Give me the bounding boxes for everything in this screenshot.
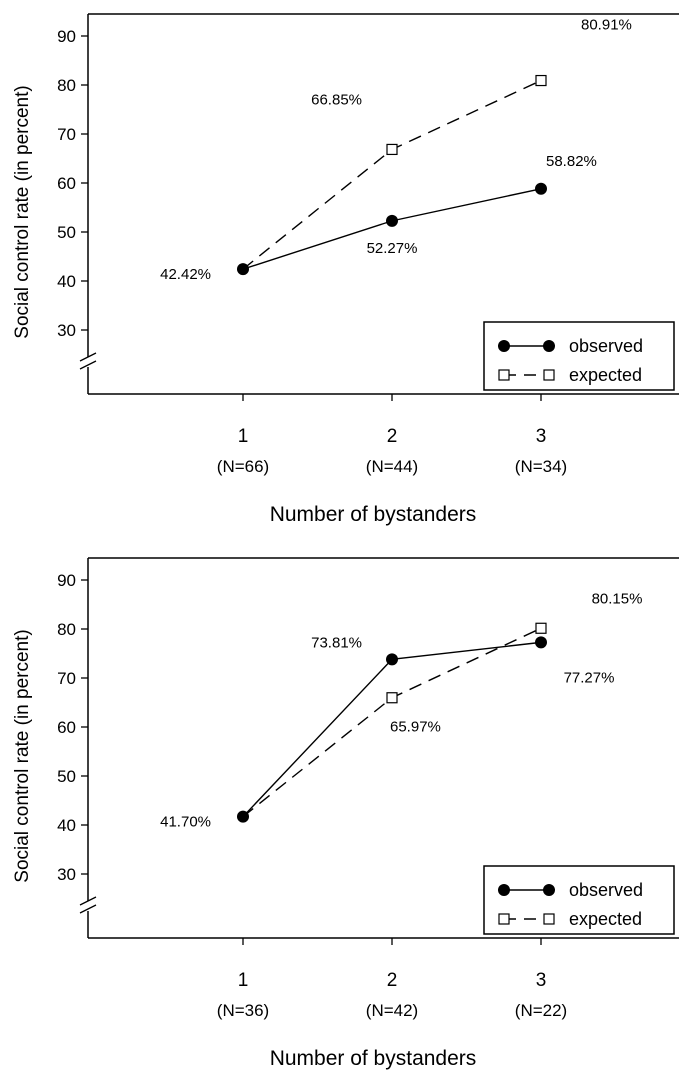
chart-svg-top: 304050607080901001(N=66)2(N=44)3(N=34)Nu… — [12, 13, 679, 526]
p1-legend-observed-label: observed — [569, 336, 643, 356]
p1-x-tick-label: 2 — [387, 426, 398, 447]
p1-observed-point — [386, 214, 398, 227]
p1-expected-data-label: 66.85% — [311, 91, 362, 108]
p2-x-tick-label: 3 — [536, 970, 547, 991]
p2-y-tick-label: 30 — [57, 865, 76, 884]
p1-expected-point — [386, 143, 398, 156]
p2-expected-point — [386, 692, 398, 704]
p2-y-tick-label: 70 — [57, 669, 76, 688]
p1-legend-observed-marker — [543, 340, 555, 352]
p2-y-tick-label: 40 — [57, 816, 76, 835]
p2-observed-data-label: 41.70% — [160, 814, 211, 831]
p1-axis-break-mark — [79, 360, 97, 370]
p2-expected-data-label: 65.97% — [390, 719, 441, 736]
p1-expected-point — [535, 74, 547, 87]
p1-observed-data-label: 58.82% — [546, 153, 597, 170]
p1-x-tick-label: 1 — [238, 426, 249, 447]
p2-x-sublabel: (N=42) — [366, 1001, 418, 1020]
p2-legend-box — [483, 865, 675, 935]
p1-legend-expected-marker — [498, 369, 510, 381]
chart-svg-bottom: 304050607080901001(N=36)2(N=42)3(N=22)Nu… — [12, 557, 679, 1070]
p2-legend-observed-label: observed — [569, 880, 643, 900]
p1-y-tick-label: 80 — [57, 76, 76, 95]
p1-x-sublabel: (N=66) — [217, 457, 269, 476]
p1-observed-data-label: 42.42% — [160, 266, 211, 283]
p2-x-tick-label: 1 — [238, 970, 249, 991]
p1-legend-expected-label: expected — [569, 365, 642, 385]
p1-axis-break-mark — [79, 352, 97, 362]
p1-legend-box — [483, 321, 675, 391]
p1-x-axis-title: Number of bystanders — [270, 503, 477, 526]
p2-observed-point — [386, 653, 398, 666]
chart-panel-top: 304050607080901001(N=66)2(N=44)3(N=34)Nu… — [12, 13, 679, 526]
p1-legend-expected-marker — [543, 369, 555, 381]
p2-observed-point — [237, 810, 249, 823]
p1-expected-data-label: 80.91% — [581, 17, 632, 34]
p2-axis-break-mark — [79, 904, 97, 914]
p2-legend-expected-label: expected — [569, 909, 642, 929]
chart-panel-bottom: 304050607080901001(N=36)2(N=42)3(N=22)Nu… — [0, 544, 679, 1088]
p1-y-tick-label: 30 — [57, 321, 76, 340]
p1-y-axis-title: Social control rate (in percent) — [12, 85, 33, 338]
p2-legend-observed-marker — [543, 884, 555, 896]
p1-x-sublabel: (N=34) — [515, 457, 567, 476]
p2-x-tick-label: 2 — [387, 970, 398, 991]
p1-x-sublabel: (N=44) — [366, 457, 418, 476]
p2-expected-data-label: 80.15% — [592, 590, 643, 607]
p1-observed-series-line — [242, 188, 542, 270]
p2-y-tick-label: 60 — [57, 718, 76, 737]
p1-y-tick-label: 90 — [57, 27, 76, 46]
p1-observed-point — [535, 182, 547, 195]
p2-legend: observed expected — [483, 865, 675, 935]
p1-y-tick-label: 60 — [57, 174, 76, 193]
p2-legend-expected-marker — [543, 913, 555, 925]
p2-observed-data-label: 73.81% — [311, 634, 362, 651]
p2-y-tick-label: 80 — [57, 620, 76, 639]
p2-observed-point — [535, 636, 547, 649]
p1-y-tick-label: 70 — [57, 125, 76, 144]
p1-observed-point — [237, 263, 249, 276]
p2-legend-observed-marker — [498, 884, 510, 896]
p1-y-tick-label: 40 — [57, 272, 76, 291]
p1-x-tick-label: 3 — [536, 426, 547, 447]
p2-x-sublabel: (N=22) — [515, 1001, 567, 1020]
p2-axis-break-mark — [79, 896, 97, 906]
p2-legend-expected-marker — [498, 913, 510, 925]
p1-y-tick-label: 50 — [57, 223, 76, 242]
p2-y-tick-label: 50 — [57, 767, 76, 786]
p2-x-axis-title: Number of bystanders — [270, 1047, 477, 1070]
p1-legend-observed-marker — [498, 340, 510, 352]
p2-y-axis-title: Social control rate (in percent) — [12, 629, 33, 882]
p2-expected-point — [535, 622, 547, 634]
p1-legend: observed expected — [483, 321, 675, 391]
p2-observed-data-label: 77.27% — [564, 669, 615, 686]
p2-y-tick-label: 90 — [57, 571, 76, 590]
p1-observed-data-label: 52.27% — [367, 240, 418, 257]
p2-x-sublabel: (N=36) — [217, 1001, 269, 1020]
